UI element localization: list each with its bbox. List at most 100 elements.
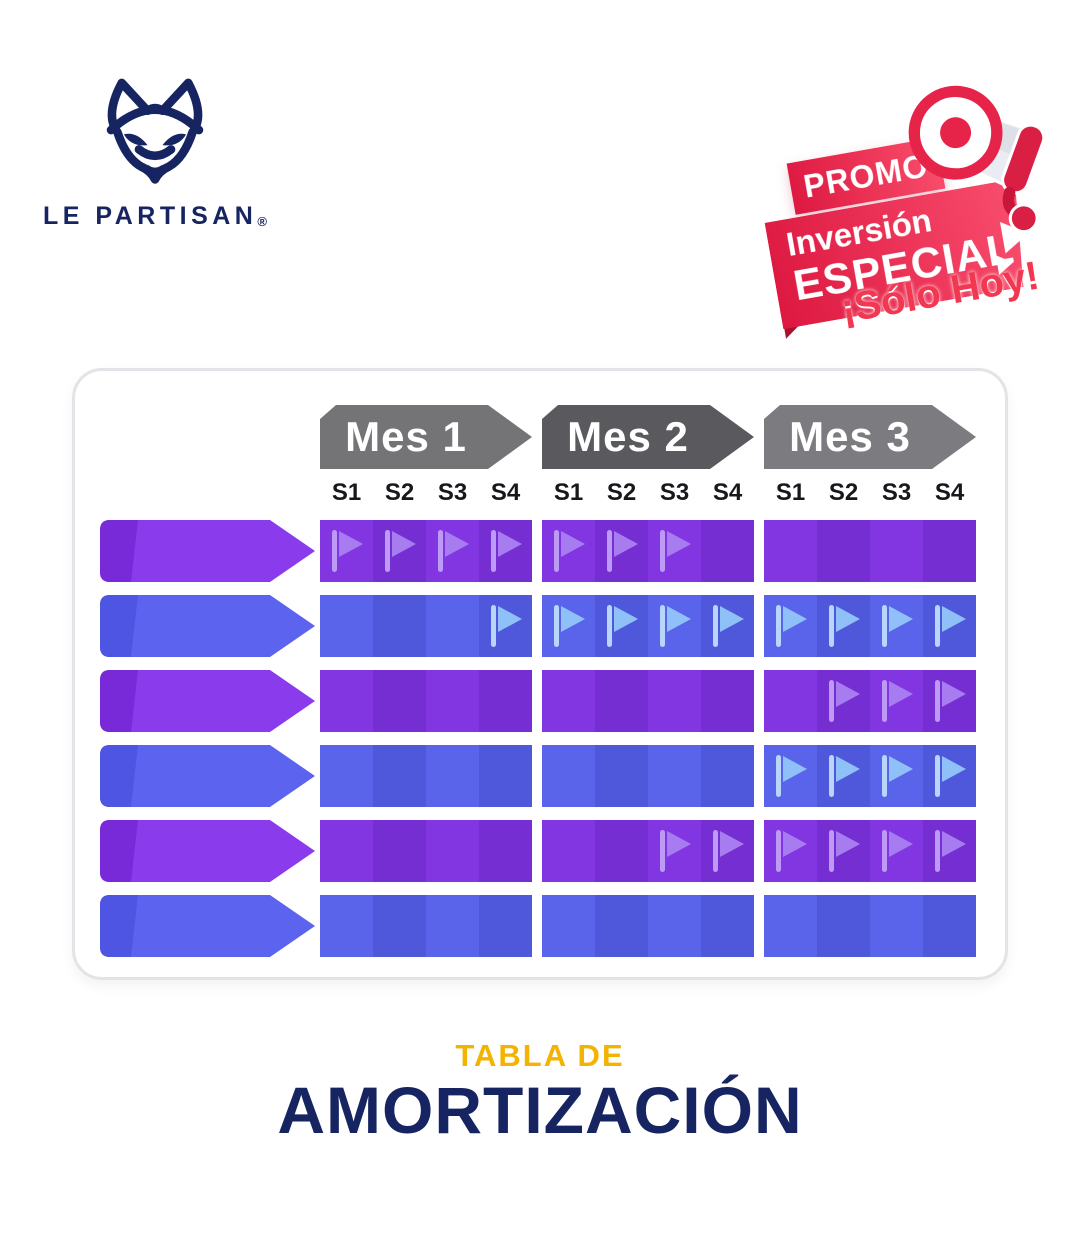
flag-icon: [934, 680, 966, 722]
table-row: [100, 670, 976, 732]
flag-icon: [712, 605, 744, 647]
flag-icon: [384, 530, 416, 572]
grid-cell: [701, 595, 754, 657]
flag-icon: [881, 755, 913, 797]
flag-icon: [775, 830, 807, 872]
grid-cell: [373, 745, 426, 807]
flag-icon: [659, 530, 691, 572]
month-block: [764, 520, 976, 582]
flag-icon: [553, 530, 585, 572]
flag-icon: [881, 830, 913, 872]
week-label: S3: [437, 479, 468, 506]
weeks-block: S1 S2 S3 S4: [764, 479, 976, 509]
grid-cell: [701, 670, 754, 732]
months-row: Mes 1 Mes 2 Mes 3: [320, 405, 976, 469]
grid-cell: [701, 895, 754, 957]
flag-icon: [828, 605, 860, 647]
grid-cell: [817, 670, 870, 732]
grid-cell: [870, 670, 923, 732]
flag-icon: [881, 680, 913, 722]
flag-icon: [659, 830, 691, 872]
grid-cell: [701, 820, 754, 882]
footer-subtitle: TABLA DE: [455, 1038, 625, 1073]
grid-cell: [542, 670, 595, 732]
flag-icon: [934, 830, 966, 872]
month-block: [764, 820, 976, 882]
weeks-row: S1 S2 S3 S4 S1 S2 S3 S4 S1 S2 S3 S4: [320, 479, 976, 509]
row-months: [320, 670, 976, 732]
flag-icon: [606, 605, 638, 647]
table-row: [100, 820, 976, 882]
grid-cell: [817, 595, 870, 657]
grid-cell: [373, 895, 426, 957]
grid-cell: [648, 820, 701, 882]
grid-cell: [764, 520, 817, 582]
grid-cell: [923, 520, 976, 582]
grid: Mes 1 Mes 2 Mes 3 S1 S2 S3 S4 S1 S2 S3 S4 S1 S2 S3 S4: [100, 405, 976, 957]
grid-cell: [648, 895, 701, 957]
grid-cell: [764, 820, 817, 882]
grid-cell: [648, 745, 701, 807]
week-label: S3: [881, 479, 912, 506]
footer-title: AMORTIZACIÓN: [277, 1073, 803, 1147]
grid-cell: [595, 745, 648, 807]
grid-cell: [426, 670, 479, 732]
row-label-arrow: [100, 820, 315, 882]
grid-cell: [701, 520, 754, 582]
grid-cell: [817, 820, 870, 882]
promo-badge: PROMO Inversión ESPECIAL ¡Sólo Hoy!: [760, 72, 1070, 342]
month-block: [320, 520, 532, 582]
amortization-card: Mes 1 Mes 2 Mes 3 S1 S2 S3 S4 S1 S2 S3 S4 S1 S2 S3 S4: [72, 368, 1008, 980]
flag-icon: [828, 755, 860, 797]
flag-icon: [775, 755, 807, 797]
grid-cell: [426, 820, 479, 882]
table-row: [100, 895, 976, 957]
grid-cell: [648, 670, 701, 732]
weeks-block: S1 S2 S3 S4: [542, 479, 754, 509]
row-months: [320, 745, 976, 807]
grid-cell: [320, 595, 373, 657]
grid-cell: [817, 895, 870, 957]
brand-logo: LE PARTISAN®: [40, 70, 270, 231]
grid-cell: [870, 520, 923, 582]
registered-mark: ®: [257, 214, 267, 229]
grid-cell: [923, 820, 976, 882]
week-label: S2: [606, 479, 637, 506]
grid-cell: [320, 745, 373, 807]
month-block: [764, 670, 976, 732]
week-label: S3: [659, 479, 690, 506]
grid-cell: [426, 520, 479, 582]
week-label: S1: [331, 479, 362, 506]
month-block: [542, 895, 754, 957]
grid-cell: [320, 820, 373, 882]
grid-cell: [923, 595, 976, 657]
grid-cell: [426, 595, 479, 657]
grid-cell: [373, 670, 426, 732]
flag-icon: [437, 530, 469, 572]
row-label-arrow: [100, 895, 315, 957]
grid-cell: [479, 595, 532, 657]
flag-icon: [881, 605, 913, 647]
flag-icon: [828, 830, 860, 872]
grid-cell: [542, 895, 595, 957]
grid-cell: [764, 895, 817, 957]
grid-cell: [870, 595, 923, 657]
month-header-1: Mes 1: [320, 405, 532, 469]
grid-cell: [595, 520, 648, 582]
month-block: [764, 595, 976, 657]
row-label-arrow: [100, 595, 315, 657]
grid-cell: [320, 520, 373, 582]
grid-cell: [479, 670, 532, 732]
grid-cell: [764, 595, 817, 657]
flag-icon: [712, 830, 744, 872]
month-header-2: Mes 2: [542, 405, 754, 469]
grid-cell: [648, 595, 701, 657]
month-block: [320, 820, 532, 882]
month-block: [320, 745, 532, 807]
week-label: S2: [384, 479, 415, 506]
grid-cell: [870, 745, 923, 807]
grid-cell: [479, 745, 532, 807]
row-label-arrow: [100, 745, 315, 807]
grid-cell: [870, 820, 923, 882]
flag-icon: [659, 605, 691, 647]
